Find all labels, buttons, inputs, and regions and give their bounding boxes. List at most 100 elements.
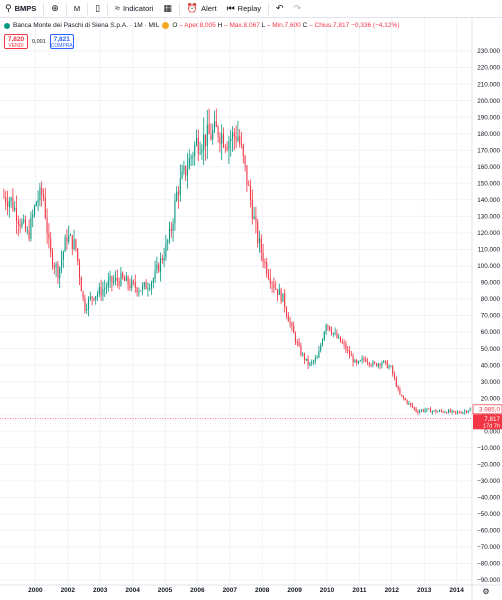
candle-body (248, 185, 250, 186)
candle-body (30, 217, 32, 239)
candle-body (12, 197, 14, 210)
last-price-badge (473, 414, 502, 430)
candle-body (78, 261, 81, 278)
candle-body (374, 362, 376, 364)
delayed-badge[interactable] (162, 22, 170, 29)
candle-body (289, 321, 291, 324)
y-tick-label: 70.000 (481, 313, 501, 320)
candle-body (168, 228, 171, 241)
alarm-clock-icon: ⏰ (186, 3, 199, 13)
candle-body (404, 398, 406, 401)
symbol-search[interactable]: ⚲ BMPS (0, 0, 41, 18)
candle-body (296, 342, 298, 343)
candle-body (102, 289, 104, 296)
candle-body (210, 134, 212, 140)
y-tick-label: −10.000 (477, 445, 500, 452)
candle-body (44, 197, 46, 218)
undo-icon: ↶ (276, 3, 284, 13)
candle-body (422, 410, 424, 412)
x-tick-label: 2009 (287, 587, 302, 594)
y-tick-label: −20.000 (477, 461, 500, 468)
candle-body (253, 216, 255, 219)
y-tick-label: 120.000 (477, 230, 500, 237)
candle-body (147, 288, 149, 290)
chart-legend: Banca Monte dei Paschi di Siena S.p.A. ·… (4, 22, 400, 29)
candle-body (188, 158, 190, 169)
candle-body (125, 276, 127, 281)
candle-body (269, 277, 271, 284)
y-tick-label: 140.000 (477, 197, 500, 204)
candle-body (318, 350, 320, 358)
candle-body (195, 138, 198, 145)
candle-body (455, 411, 457, 413)
candle-body (300, 345, 302, 356)
candle-body (138, 290, 140, 293)
candle-body (239, 136, 241, 144)
candle-body (132, 280, 135, 283)
chart-type-button[interactable]: ▯ (90, 0, 105, 18)
x-tick-label: 2013 (417, 587, 432, 594)
candle-body (356, 360, 358, 364)
candle-body (370, 364, 372, 366)
candle-body (302, 353, 304, 356)
candle-body (181, 171, 183, 179)
candle-body (109, 276, 111, 281)
spread-value: 0,001 (32, 38, 46, 45)
y-tick-label: 100.000 (477, 263, 500, 270)
candle-body (438, 410, 441, 412)
buy-button[interactable]: 7,821 COMPRA (49, 34, 74, 49)
candle-body (123, 277, 126, 281)
candle-body (390, 366, 392, 367)
candle-body (347, 350, 349, 351)
candle-body (424, 409, 426, 412)
candle-body (51, 251, 54, 267)
candle-body (201, 149, 203, 153)
candle-body (384, 360, 387, 362)
redo-button[interactable]: ↷ (289, 0, 307, 18)
candle-body (307, 358, 309, 366)
candle-body (59, 267, 61, 279)
candle-body (276, 289, 279, 296)
price-axis[interactable]: 230.000 220.000 210.000 200.000 190.000 180.0… (471, 18, 501, 600)
toolbar-divider (268, 2, 270, 15)
candle-body (167, 240, 169, 243)
x-tick-label: 2014 (449, 587, 464, 594)
sell-button[interactable]: 7,820 VENDI (4, 34, 28, 49)
x-tick-label: 2003 (93, 587, 108, 594)
undo-button[interactable]: ↶ (271, 0, 289, 18)
candle-body (17, 221, 19, 224)
compare-button[interactable]: ⊕ (46, 0, 64, 18)
candle-body (233, 132, 235, 137)
candle-body (442, 411, 444, 413)
layouts-button[interactable]: ▦ (158, 0, 177, 18)
candle-body (82, 291, 84, 299)
candle-body (39, 187, 41, 201)
candle-body (395, 378, 397, 387)
candle-body (433, 410, 435, 412)
y-tick-label: 110.000 (478, 247, 501, 254)
sell-label: VENDI (8, 43, 24, 49)
candle-body (176, 191, 178, 201)
candle-body (120, 272, 122, 286)
candle-body (410, 403, 412, 405)
replay-button[interactable]: ⏮ Replay (222, 0, 266, 18)
candle-body (230, 138, 232, 142)
time-axis[interactable]: 2000 2002 2003 2004 2005 2006 2007 2008 2009 2010… (0, 584, 502, 596)
interval-button[interactable]: M (69, 0, 85, 18)
candle-body (3, 196, 5, 198)
candle-body (447, 410, 450, 414)
candle-body (242, 145, 244, 157)
candle-body (143, 282, 145, 287)
y-tick-label: 210.000 (477, 81, 500, 88)
candle-body (339, 336, 342, 343)
alert-button[interactable]: ⏰ Alert (182, 0, 222, 18)
top-toolbar: ⚲ BMPS ⊕ M ▯ ≈ Indicatori ▦ ⏰ Alert ⏮ Re… (0, 0, 502, 18)
candle-body (381, 362, 383, 366)
candle-body (365, 359, 367, 362)
y-tick-label: 230.000 (477, 48, 500, 55)
settings-gear-icon[interactable]: ⚙ (482, 587, 489, 596)
candle-body (14, 207, 16, 210)
candle-body (275, 288, 277, 290)
indicators-button[interactable]: ≈ Indicatori (110, 0, 158, 18)
